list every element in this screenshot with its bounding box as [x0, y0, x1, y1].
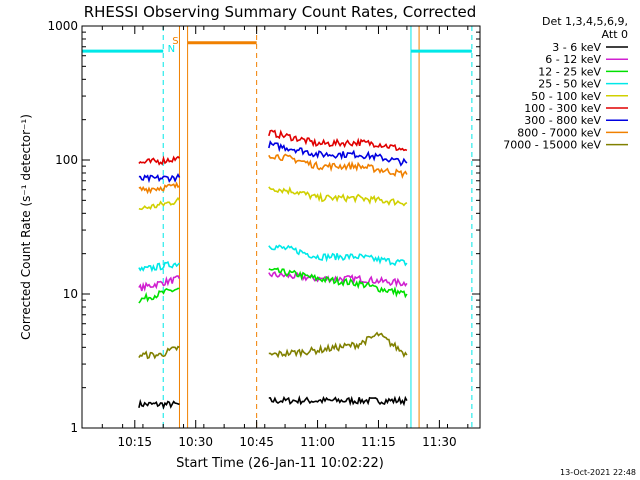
flag-s: S: [172, 36, 178, 47]
legend-label-3: 25 - 50 keV: [538, 78, 601, 91]
legend-header-line-2: Att 0: [602, 28, 628, 41]
series-5-segment-1: [268, 129, 408, 152]
series-8-segment-0: [138, 345, 180, 360]
series-7-segment-0: [138, 181, 180, 195]
series-6-segment-0: [138, 173, 181, 184]
y-tick-label-3: 1000: [47, 19, 78, 33]
legend-label-6: 300 - 800 keV: [524, 114, 601, 127]
x-tick-label-4: 11:15: [361, 435, 396, 449]
legend-label-7: 800 - 7000 keV: [517, 126, 601, 139]
legend-label-8: 7000 - 15000 keV: [503, 139, 601, 152]
y-tick-label-1: 10: [63, 287, 78, 301]
y-axis-label: Corrected Count Rate (s⁻¹ detector⁻¹): [19, 114, 33, 340]
series-4-segment-0: [138, 196, 181, 211]
series-8-segment-1: [268, 331, 408, 359]
legend-label-2: 12 - 25 keV: [538, 65, 601, 78]
legend-label-5: 100 - 300 keV: [524, 102, 601, 115]
legend-label-4: 50 - 100 keV: [531, 90, 601, 103]
x-tick-label-1: 10:30: [178, 435, 213, 449]
footer-timestamp: 13-Oct-2021 22:48: [560, 468, 636, 477]
plot-frame: [81, 25, 481, 429]
y-tick-label-0: 1: [70, 421, 78, 435]
series-2-segment-0: [138, 287, 180, 304]
series-1-segment-0: [138, 275, 181, 292]
series-0-segment-0: [138, 398, 180, 410]
series-4-segment-1: [268, 185, 408, 207]
chart-title: RHESSI Observing Summary Count Rates, Co…: [84, 3, 477, 21]
legend-header-line-1: Det 1,3,4,5,6,9,: [542, 15, 628, 28]
y-tick-label-2: 100: [55, 153, 78, 167]
series-0-segment-1: [268, 395, 408, 407]
legend-label-1: 6 - 12 keV: [545, 53, 601, 66]
x-tick-label-2: 10:45: [239, 435, 274, 449]
x-axis-label: Start Time (26-Jan-11 10:02:22): [176, 456, 384, 471]
flag-n: N: [168, 44, 175, 55]
x-tick-label-0: 10:15: [117, 435, 152, 449]
x-tick-label-5: 11:30: [422, 435, 457, 449]
series-5-segment-0: [138, 155, 181, 166]
legend-label-0: 3 - 6 keV: [552, 41, 601, 54]
series-3-segment-1: [268, 244, 408, 267]
series-7-segment-1: [268, 153, 408, 179]
series-6-segment-1: [268, 139, 408, 167]
x-tick-label-3: 11:00: [300, 435, 335, 449]
series-2-segment-1: [268, 267, 408, 299]
series-3-segment-0: [138, 260, 181, 273]
